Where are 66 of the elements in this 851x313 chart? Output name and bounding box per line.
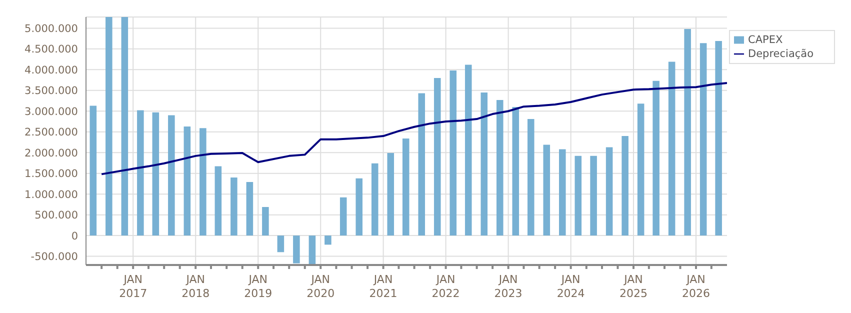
y-tick-label: 500.000 [34,210,78,222]
bar [246,182,254,236]
bar [527,119,534,236]
bar [200,128,206,236]
bar [371,163,378,236]
bar [340,197,347,236]
y-tick-label: 4.000.000 [24,64,78,76]
bar [606,147,613,236]
bar [106,17,112,236]
bar [512,106,520,236]
x-tick-label: JAN 2021 [369,273,398,300]
y-tick-label: -500.000 [30,251,78,264]
x-tick-label: JAN 2023 [494,273,522,300]
bar [402,138,410,236]
x-tick-label: JAN 2025 [619,273,648,300]
x-tick-label: JAN 2017 [119,273,148,300]
y-tick-label: 1.500.000 [24,168,78,180]
legend-label: Depreciação [748,48,814,60]
bar [574,156,582,236]
bar [90,106,97,236]
y-tick-label: 1.000.000 [24,188,78,201]
line-series [100,82,727,176]
bar [324,236,332,245]
bar [559,149,566,236]
bar [480,92,488,236]
bar [496,100,504,236]
y-tick-label: 2.000.000 [24,147,78,160]
legend-label: CAPEX [748,34,783,46]
bar [543,144,550,236]
bar [184,126,191,236]
x-tick-label: JAN 2022 [432,273,460,300]
bar [700,43,707,236]
bar [622,136,628,236]
bar [277,236,284,252]
y-tick-label: 0 [71,230,78,242]
y-tick-label: 4.500.000 [24,44,78,56]
x-tick-label: JAN 2020 [306,273,335,300]
x-tick-label: JAN 2024 [556,273,585,300]
y-tick-label: 3.000.000 [24,106,78,118]
bar [152,112,160,236]
bar [121,17,128,236]
bar [308,236,316,265]
bar [668,62,676,236]
y-tick-label: 5.000.000 [24,22,78,35]
bar [715,41,722,236]
bar [434,78,441,236]
bar [230,177,238,236]
bar [387,153,394,236]
bar [214,166,222,236]
bar [293,236,300,264]
bar [418,93,426,236]
bar [684,29,691,236]
bar [464,64,472,236]
bar [137,110,144,236]
y-tick-label: 2.500.000 [24,126,78,139]
bar [168,115,175,236]
x-tick-label: JAN 2026 [682,273,710,300]
x-tick-label: JAN 2019 [244,273,272,300]
bar [652,80,660,236]
bar [262,206,269,236]
bar [637,104,644,236]
bar [450,70,457,236]
bar [590,156,597,236]
y-tick-label: 3.500.000 [24,85,78,98]
bar [356,178,363,236]
x-tick-label: JAN 2018 [182,273,210,300]
